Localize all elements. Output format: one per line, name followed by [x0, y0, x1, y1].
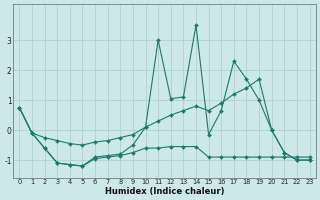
X-axis label: Humidex (Indice chaleur): Humidex (Indice chaleur): [105, 187, 224, 196]
